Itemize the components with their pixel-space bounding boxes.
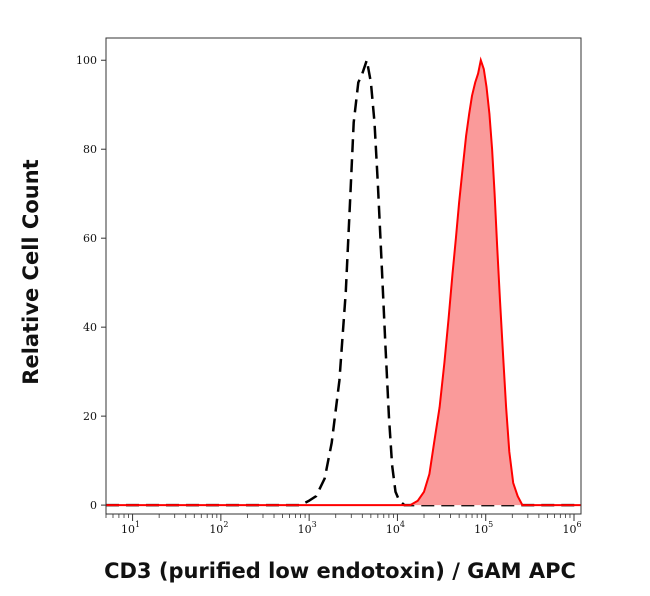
series-line-stained [106, 56, 581, 507]
x-axis-label: CD3 (purified low endotoxin) / GAM APC [104, 559, 576, 583]
y-tick-label: 0 [90, 499, 97, 512]
plot-frame [105, 37, 582, 515]
y-tick-label: 80 [83, 143, 97, 156]
x-tick-label: 102 [209, 520, 228, 536]
x-tick-label: 104 [386, 520, 405, 536]
series-fill-stained [106, 60, 581, 506]
x-axis: 101 102 103 104 105 106 [105, 514, 582, 536]
plot-area [105, 37, 582, 515]
x-tick-label: 106 [562, 520, 581, 536]
y-axis-label: Relative Cell Count [19, 159, 43, 384]
y-tick-label: 20 [83, 410, 97, 423]
x-tick-label: 101 [121, 520, 140, 536]
y-tick-label: 40 [83, 321, 97, 334]
series-line-control [106, 55, 581, 507]
x-tick-label: 105 [474, 520, 493, 536]
y-tick-label: 60 [83, 232, 97, 245]
y-axis: 0 20 40 60 80 100 [76, 54, 106, 512]
y-tick-label: 100 [76, 54, 97, 67]
x-tick-label: 103 [298, 520, 317, 536]
